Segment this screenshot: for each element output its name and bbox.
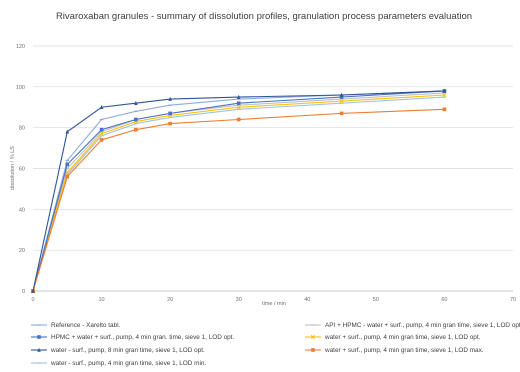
series-line: [32, 96, 445, 292]
grid: [33, 45, 513, 292]
x-axis-title: time / min: [262, 301, 286, 307]
chart-title: Rivaroxaban granules - summary of dissol…: [56, 11, 472, 22]
y-tick-label: 120: [16, 44, 25, 50]
y-tick-label: 20: [19, 248, 25, 254]
data-point: [442, 88, 447, 93]
series-line: [32, 94, 445, 292]
data-point: [236, 94, 241, 99]
x-tick-label: 60: [441, 297, 447, 303]
legend-label: API + HPMC - water + surf., pump, 4 min …: [325, 322, 520, 329]
x-tick-label: 40: [304, 297, 310, 303]
data-point: [99, 131, 104, 136]
data-point: [31, 288, 35, 293]
tick-labels: 0 20 40 60 80 100 120 0 10 20 30 40 50 60 70: [16, 44, 516, 303]
y-tick-label: 0: [22, 289, 25, 295]
x-tick-label: 10: [99, 297, 105, 303]
data-point: [339, 92, 344, 97]
y-tick-label: 80: [19, 126, 25, 132]
legend-item: water + surf., pump, 4 min gran time, si…: [305, 347, 484, 354]
y-axis-title: dissolution / % LS: [10, 146, 16, 190]
data-point: [65, 170, 70, 175]
y-tick-label: 100: [16, 85, 25, 91]
data-point: [134, 127, 138, 132]
data-point: [99, 104, 104, 110]
data-point: [339, 99, 344, 104]
data-point: [65, 174, 70, 179]
data-point: [236, 101, 241, 105]
x-tick-label: 0: [31, 297, 34, 303]
x-tick-label: 30: [236, 297, 242, 303]
legend-label: water + surf., pump, 4 min gran time, si…: [324, 334, 481, 341]
legend: Reference - Xarelto tabl. API + HPMC - wa…: [31, 322, 520, 367]
data-point: [168, 121, 172, 126]
data-point: [37, 335, 41, 339]
data-point: [168, 111, 172, 116]
legend-label: HPMC + water + surf., pump, 4 min gran. …: [51, 334, 234, 341]
data-point: [339, 111, 344, 116]
legend-item: water - surf., pump, 8 min gran time, si…: [31, 347, 205, 354]
series-5: [31, 88, 447, 293]
legend-item: water - surf., pump, 4 min gran time, si…: [31, 360, 206, 367]
data-point: [37, 347, 41, 352]
legend-label: water - surf., pump, 4 min gran time, si…: [50, 360, 206, 367]
series-line: [32, 92, 445, 292]
series-line: [32, 90, 445, 292]
data-point: [168, 96, 172, 101]
data-point: [236, 105, 241, 110]
series: [30, 88, 447, 294]
data-point: [134, 117, 138, 122]
data-point: [442, 92, 447, 98]
x-tick-label: 70: [510, 297, 516, 303]
series-2: [31, 92, 447, 292]
x-tick-label: 20: [167, 297, 173, 303]
data-point: [134, 100, 138, 105]
legend-item: Reference - Xarelto tabl.: [31, 322, 120, 329]
data-point: [65, 162, 70, 167]
data-point: [65, 129, 70, 134]
legend-label: water + surf., pump, 4 min gran time, si…: [324, 347, 484, 354]
legend-item: HPMC + water + surf., pump, 4 min gran. …: [31, 334, 234, 341]
y-tick-label: 40: [19, 207, 25, 213]
series-4: [30, 92, 447, 294]
x-tick-label: 50: [373, 297, 379, 303]
series-6: [31, 107, 447, 293]
y-tick-label: 60: [19, 167, 25, 173]
series-7: [31, 96, 447, 292]
legend-item: water + surf., pump, 4 min gran time, si…: [305, 334, 481, 341]
data-point: [236, 117, 241, 122]
series-line: [32, 108, 445, 292]
data-point: [442, 107, 447, 112]
legend-label: water - surf., pump, 8 min gran time, si…: [50, 347, 205, 354]
data-point: [311, 348, 315, 352]
series-line: [32, 90, 445, 292]
data-point: [339, 95, 344, 99]
data-point: [310, 334, 316, 340]
legend-label: Reference - Xarelto tabl.: [51, 322, 120, 329]
data-point: [99, 138, 104, 142]
data-point: [99, 127, 104, 132]
legend-item: API + HPMC - water + surf., pump, 4 min …: [305, 322, 520, 329]
